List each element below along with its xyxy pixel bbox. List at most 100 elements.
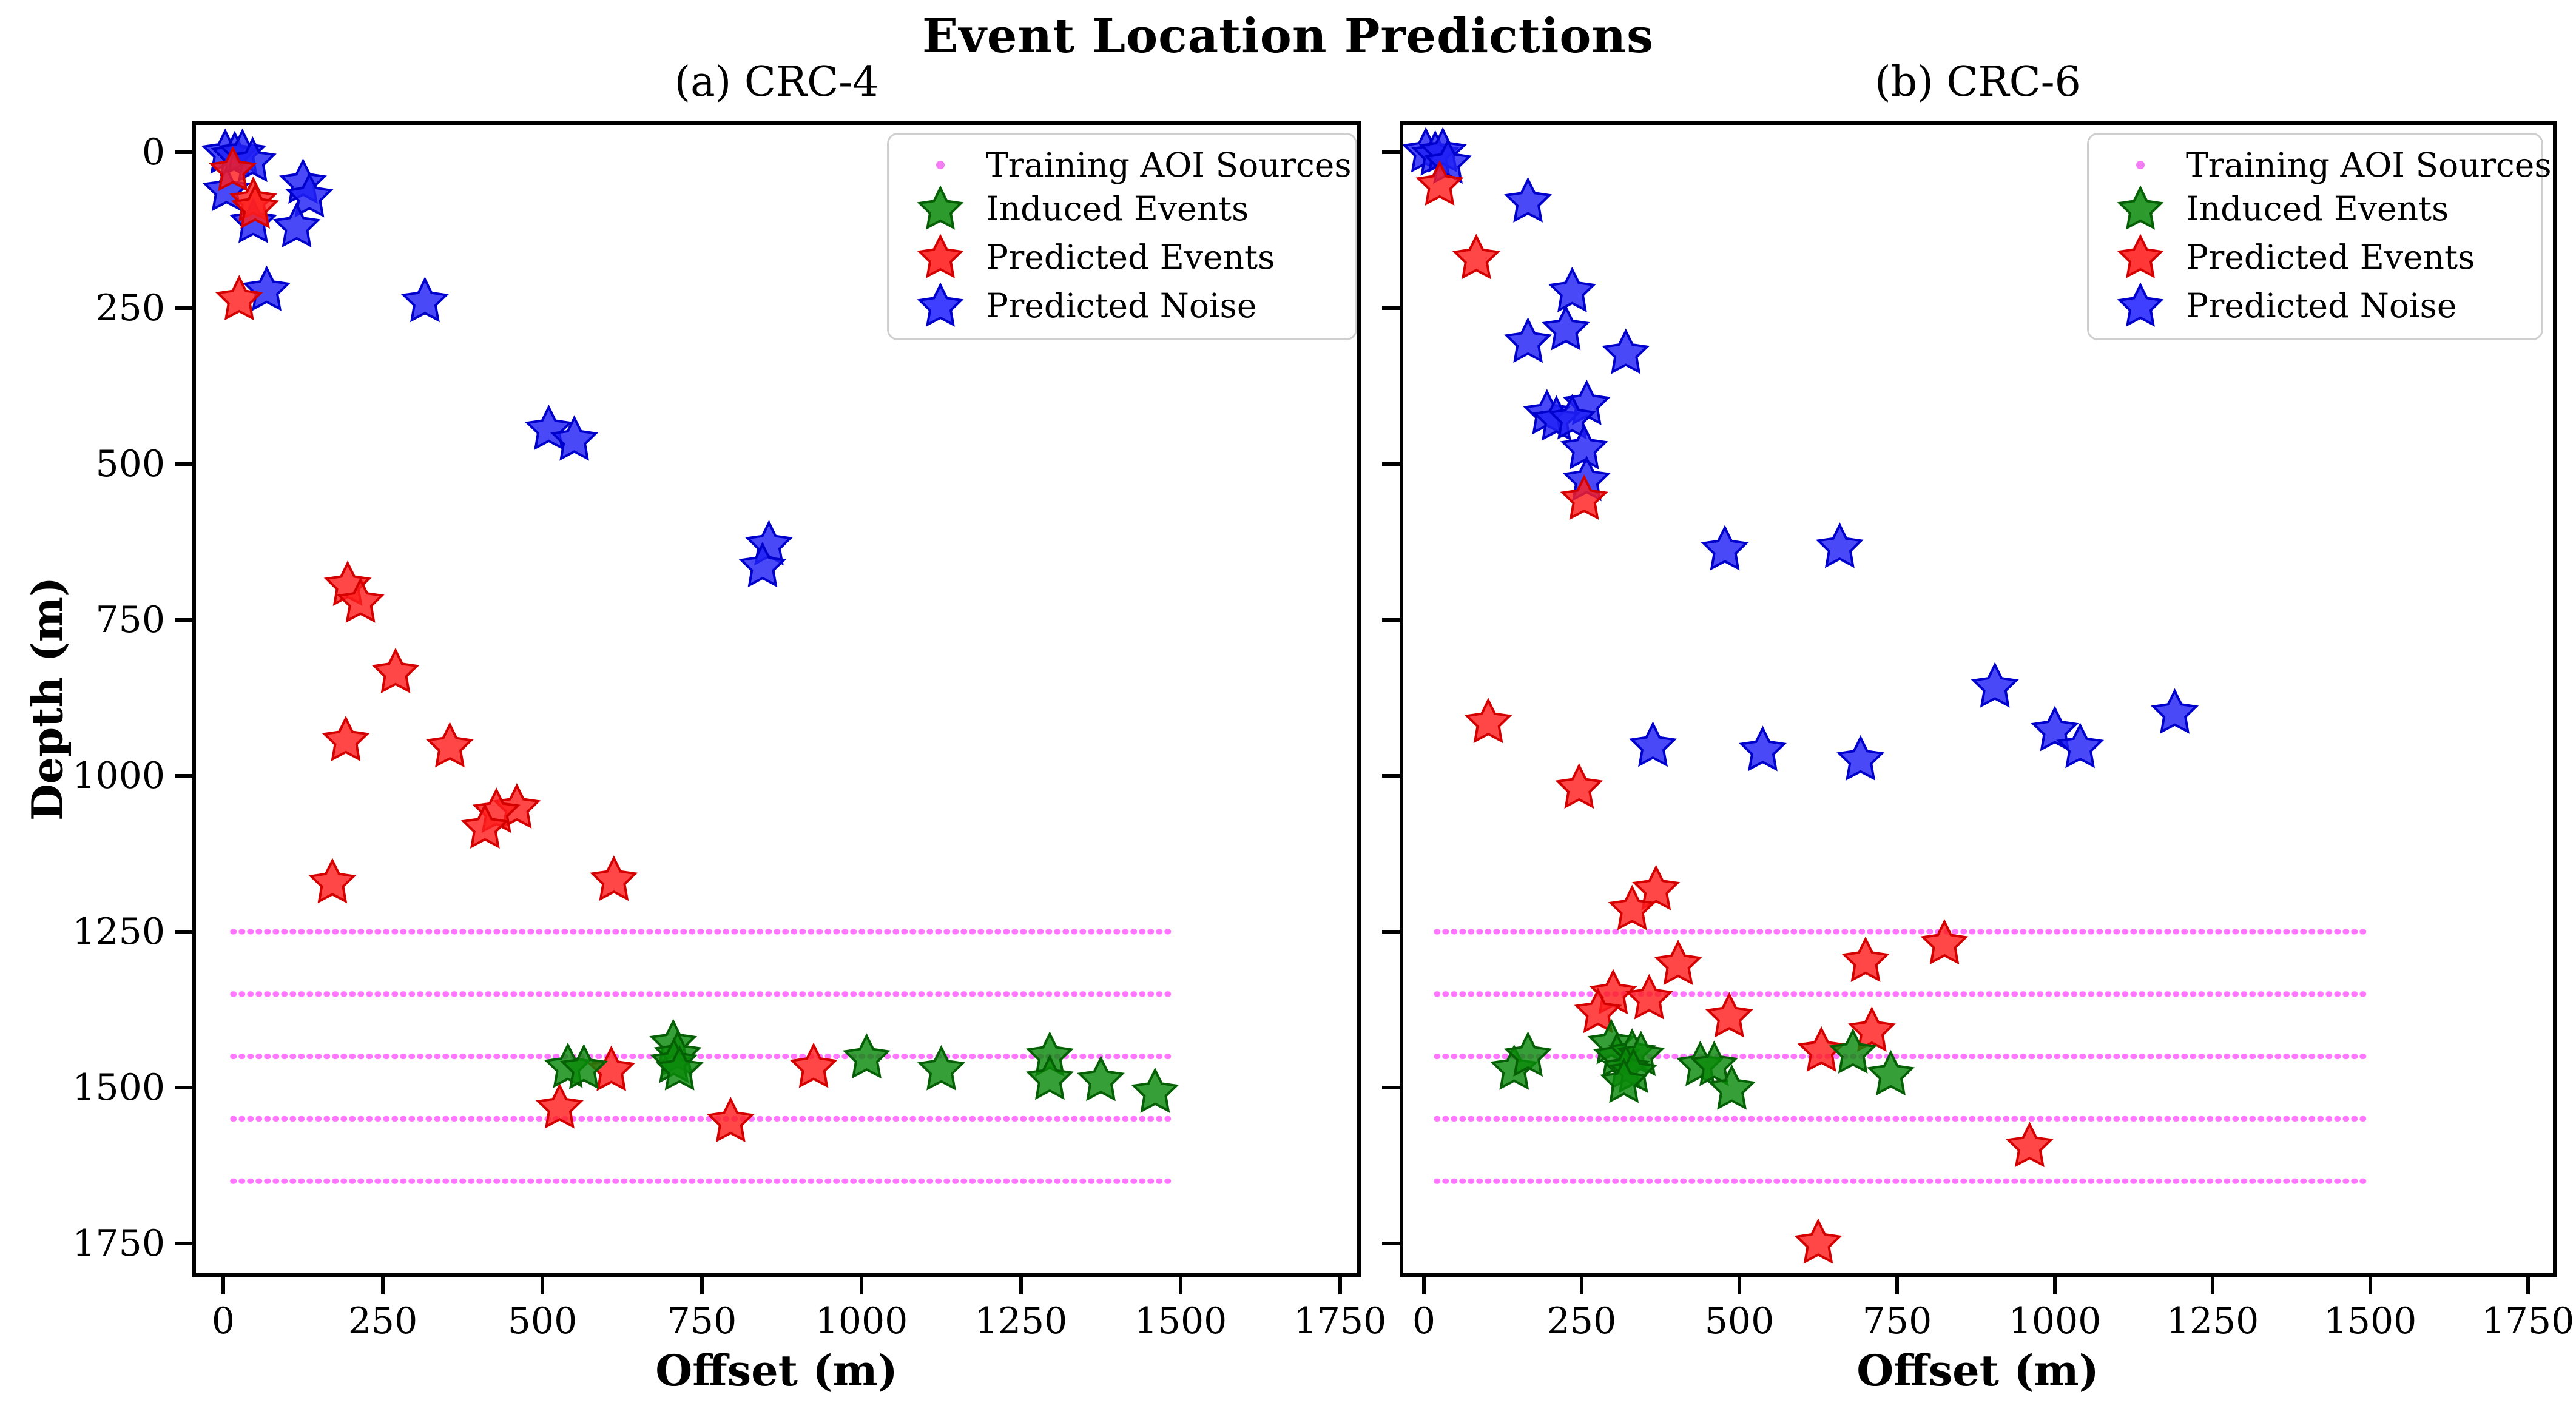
x-axis-tick-label: 0 xyxy=(1412,1300,1436,1342)
predicted-event-marker xyxy=(1841,936,1890,982)
predicted-event-marker xyxy=(1464,698,1512,744)
predicted-event-marker xyxy=(1608,884,1656,930)
induced-event-marker xyxy=(1867,1049,1915,1096)
predicted-noise-marker xyxy=(738,542,787,588)
predicted-event-marker xyxy=(460,802,509,849)
x-axis-tick-label: 1750 xyxy=(1293,1300,1387,1342)
induced-event-marker xyxy=(1600,1057,1648,1103)
predicted-event-marker xyxy=(1797,1026,1846,1072)
legend-row: Predicted Noise xyxy=(2095,281,2535,330)
predicted-event-marker xyxy=(1555,763,1603,809)
predicted-event-marker xyxy=(789,1042,838,1088)
predicted-event-marker xyxy=(1452,234,1500,280)
predicted-event-marker xyxy=(1847,1006,1896,1052)
predicted-noise-marker xyxy=(285,172,334,218)
predicted-event-marker xyxy=(1654,939,1702,986)
legend-crc4: Training AOI Sources Induced Events Predic… xyxy=(887,133,1357,340)
legend-label: Predicted Noise xyxy=(2186,286,2457,325)
y-axis-tick-label: 750 xyxy=(95,599,165,641)
star-icon xyxy=(895,183,986,234)
x-axis-tick-label: 250 xyxy=(1546,1300,1617,1342)
y-axis-tick-label: 1500 xyxy=(72,1066,165,1109)
induced-event-marker xyxy=(559,1043,608,1089)
x-axis-label-crc6: Offset (m) xyxy=(1856,1345,2099,1396)
y-axis-tick-label: 250 xyxy=(95,287,165,329)
x-axis-tick-label: 1500 xyxy=(1134,1300,1227,1342)
x-axis-tick-label: 1750 xyxy=(2481,1300,2575,1342)
legend-label: Training AOI Sources xyxy=(986,146,1352,184)
predicted-noise-marker xyxy=(2151,688,2199,734)
induced-event-marker xyxy=(1708,1064,1756,1110)
induced-event-marker xyxy=(1690,1040,1738,1086)
predicted-noise-marker xyxy=(1504,177,1553,223)
predicted-event-marker xyxy=(336,577,385,623)
plot-area-crc6 xyxy=(1382,121,2557,1294)
training-aoi-dot-icon xyxy=(895,153,986,177)
y-axis-tick-label: 1750 xyxy=(72,1222,165,1265)
predicted-event-marker xyxy=(371,647,420,693)
legend-row: Predicted Events xyxy=(895,233,1349,281)
induced-event-marker xyxy=(1025,1054,1074,1100)
predicted-event-marker xyxy=(209,146,257,192)
legend-label: Predicted Events xyxy=(986,238,1275,277)
star-icon xyxy=(2095,232,2186,283)
legend-row: Predicted Noise xyxy=(895,281,1349,330)
x-axis-tick-label: 750 xyxy=(1862,1300,1932,1342)
y-axis-tick-label: 1000 xyxy=(72,755,165,797)
plot-frame xyxy=(192,121,1361,1277)
star-icon xyxy=(2095,280,2186,331)
x-axis-tick-label: 1250 xyxy=(974,1300,1068,1342)
predicted-event-marker xyxy=(1794,1218,1843,1264)
induced-event-marker xyxy=(917,1045,965,1091)
subplot-title-crc6: (b) CRC-6 xyxy=(1875,58,2081,106)
legend-row: Training AOI Sources xyxy=(2095,146,2552,184)
predicted-event-marker xyxy=(1415,160,1464,206)
x-axis-tick-label: 750 xyxy=(667,1300,737,1342)
legend-crc6: Training AOI Sources Induced Events Predic… xyxy=(2087,133,2552,340)
x-axis-tick-label: 1250 xyxy=(2166,1300,2259,1342)
figure-title: Event Location Predictions xyxy=(922,8,1654,64)
legend-label: Predicted Events xyxy=(2186,238,2475,277)
legend-row: Training AOI Sources xyxy=(895,146,1352,184)
plot-frame xyxy=(1400,121,2557,1277)
y-axis-tick-label: 0 xyxy=(141,131,165,173)
x-axis-tick-label: 500 xyxy=(1704,1300,1775,1342)
predicted-event-marker xyxy=(1705,992,1753,1038)
predicted-event-marker xyxy=(706,1096,755,1143)
x-axis-label-crc4: Offset (m) xyxy=(655,1345,898,1396)
star-icon xyxy=(2095,183,2186,234)
induced-event-marker xyxy=(1131,1067,1179,1113)
predicted-noise-marker xyxy=(1548,266,1596,312)
x-axis-tick-label: 500 xyxy=(507,1300,578,1342)
predicted-noise-marker xyxy=(1542,304,1590,351)
induced-event-marker xyxy=(655,1045,704,1091)
predicted-event-marker xyxy=(322,715,370,762)
x-axis-tick-label: 1500 xyxy=(2324,1300,2417,1342)
legend-row: Induced Events xyxy=(2095,184,2535,233)
predicted-event-marker xyxy=(308,858,357,904)
predicted-event-marker xyxy=(535,1083,584,1129)
plot-area-crc4 xyxy=(175,121,1361,1294)
legend-label: Induced Events xyxy=(986,189,1249,228)
predicted-event-marker xyxy=(426,722,474,768)
predicted-event-marker xyxy=(1625,974,1673,1020)
star-icon xyxy=(895,232,986,283)
predicted-event-marker xyxy=(1574,987,1622,1034)
predicted-noise-marker xyxy=(1701,525,1749,571)
predicted-event-marker xyxy=(215,275,263,321)
legend-row: Predicted Events xyxy=(2095,233,2535,281)
subplot-title-crc4: (a) CRC-4 xyxy=(674,58,879,106)
predicted-noise-marker xyxy=(550,415,599,461)
predicted-event-marker xyxy=(1560,474,1608,520)
legend-label: Induced Events xyxy=(2186,189,2449,228)
training-aoi-dot-icon xyxy=(2095,153,2186,177)
legend-label: Training AOI Sources xyxy=(2186,146,2552,184)
predicted-noise-marker xyxy=(272,201,321,247)
induced-event-marker xyxy=(1829,1028,1877,1074)
legend-label: Predicted Noise xyxy=(986,286,1257,325)
predicted-noise-marker xyxy=(1602,328,1650,374)
y-axis-tick-label: 1250 xyxy=(72,910,165,953)
y-axis-tick-label: 500 xyxy=(95,443,165,485)
predicted-noise-marker xyxy=(1836,735,1885,781)
